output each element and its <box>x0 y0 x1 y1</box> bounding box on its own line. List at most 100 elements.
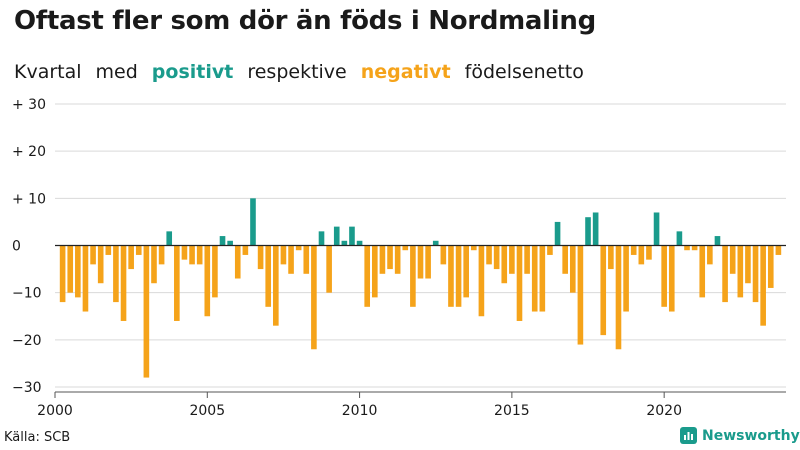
bar-negative <box>67 245 74 293</box>
y-tick-label: −20 <box>12 333 42 349</box>
bar-negative <box>707 245 713 265</box>
bar-negative <box>59 245 66 303</box>
bar-positive <box>341 240 348 246</box>
bar-negative <box>668 245 675 312</box>
bar-negative <box>646 245 652 260</box>
chart-title: Oftast fler som dör än föds i Nordmaling <box>14 6 596 36</box>
bar-positive <box>333 226 340 246</box>
bar-negative <box>448 245 454 307</box>
bar-negative <box>189 245 195 265</box>
bar-negative <box>288 245 294 274</box>
bar-negative <box>280 245 287 265</box>
bar-positive <box>166 231 173 246</box>
y-tick-label: + 10 <box>12 191 46 207</box>
bar-positive <box>318 231 325 246</box>
chart-logo-icon <box>680 427 697 444</box>
bar-positive <box>250 198 256 246</box>
bar-negative <box>311 245 317 350</box>
subtitle-word-kvartal: Kvartal <box>14 61 82 83</box>
bar-positive <box>227 240 233 246</box>
bar-negative <box>273 245 279 326</box>
bar-negative <box>97 245 104 284</box>
y-tick-label: −10 <box>12 286 42 302</box>
bar-negative <box>699 245 706 298</box>
bar-negative <box>128 245 134 270</box>
bar-negative <box>691 245 698 251</box>
bar-negative <box>775 245 782 255</box>
newsworthy-logo: Newsworthy <box>680 427 800 444</box>
bar-positive <box>653 212 660 246</box>
bar-negative <box>531 245 538 312</box>
bar-negative <box>608 245 614 270</box>
bar-negative <box>402 245 409 251</box>
bar-negative <box>569 245 576 293</box>
x-tick-label: 2015 <box>494 403 530 419</box>
bar-negative <box>661 245 667 307</box>
bar-negative <box>90 245 96 265</box>
bar-negative <box>151 245 157 284</box>
x-tick-label: 2020 <box>646 403 682 419</box>
bar-negative <box>394 245 401 274</box>
bar-negative <box>684 245 690 251</box>
bar-negative <box>493 245 500 270</box>
bar-positive <box>219 236 226 246</box>
bar-negative <box>135 245 142 255</box>
bar-negative <box>767 245 774 288</box>
bar-negative <box>729 245 736 274</box>
x-tick-label: 2000 <box>37 403 73 419</box>
bars <box>59 198 782 378</box>
y-tick-label: −30 <box>12 380 42 396</box>
bar-negative <box>478 245 485 317</box>
bar-positive <box>356 240 363 246</box>
bar-negative <box>623 245 629 312</box>
bar-negative <box>760 245 766 326</box>
bar-negative <box>615 245 622 350</box>
y-tick-label: + 30 <box>12 97 46 113</box>
bar-negative <box>105 245 112 255</box>
bar-negative <box>113 245 119 303</box>
bar-negative <box>242 245 249 255</box>
bar-negative <box>265 245 272 307</box>
bar-negative <box>82 245 89 312</box>
bar-negative <box>181 245 188 260</box>
bar-negative <box>120 245 127 321</box>
bar-negative <box>752 245 759 303</box>
bar-negative <box>387 245 393 270</box>
subtitle-word-respektive: respektive <box>247 61 347 83</box>
bar-positive <box>349 226 355 246</box>
bar-negative <box>577 245 584 345</box>
subtitle-word-med: med <box>95 61 138 83</box>
bar-positive <box>592 212 599 246</box>
bar-positive <box>676 231 683 246</box>
bar-negative <box>234 245 241 279</box>
bar-negative <box>539 245 546 312</box>
bar-negative <box>364 245 371 307</box>
bar-negative <box>295 245 302 251</box>
bar-positive <box>585 217 591 246</box>
bar-negative <box>372 245 378 298</box>
bar-negative <box>326 245 332 293</box>
bar-negative <box>143 245 150 378</box>
bar-negative <box>722 245 728 303</box>
bar-negative <box>516 245 523 321</box>
bar-negative <box>303 245 310 274</box>
bar-negative <box>425 245 431 279</box>
bar-negative <box>486 245 492 265</box>
chart-subtitle: Kvartal med positivt respektive negativt föde… <box>14 61 598 83</box>
bar-negative <box>455 245 462 307</box>
bar-negative <box>737 245 744 298</box>
bar-negative <box>257 245 264 270</box>
bar-negative <box>745 245 751 284</box>
bar-positive <box>432 240 439 246</box>
bar-negative <box>410 245 416 307</box>
bar-positive <box>714 236 721 246</box>
bar-negative <box>547 245 553 255</box>
bar-negative <box>212 245 218 298</box>
bar-negative <box>630 245 637 255</box>
subtitle-positive-label: positivt <box>151 61 234 83</box>
y-tick-label: + 20 <box>12 144 46 160</box>
x-tick-label: 2005 <box>189 403 225 419</box>
axes: + 30 + 20 + 10 0 −10 −20 −30 2000 2005 2010 2015 20… <box>12 97 786 419</box>
bar-negative <box>379 245 386 274</box>
